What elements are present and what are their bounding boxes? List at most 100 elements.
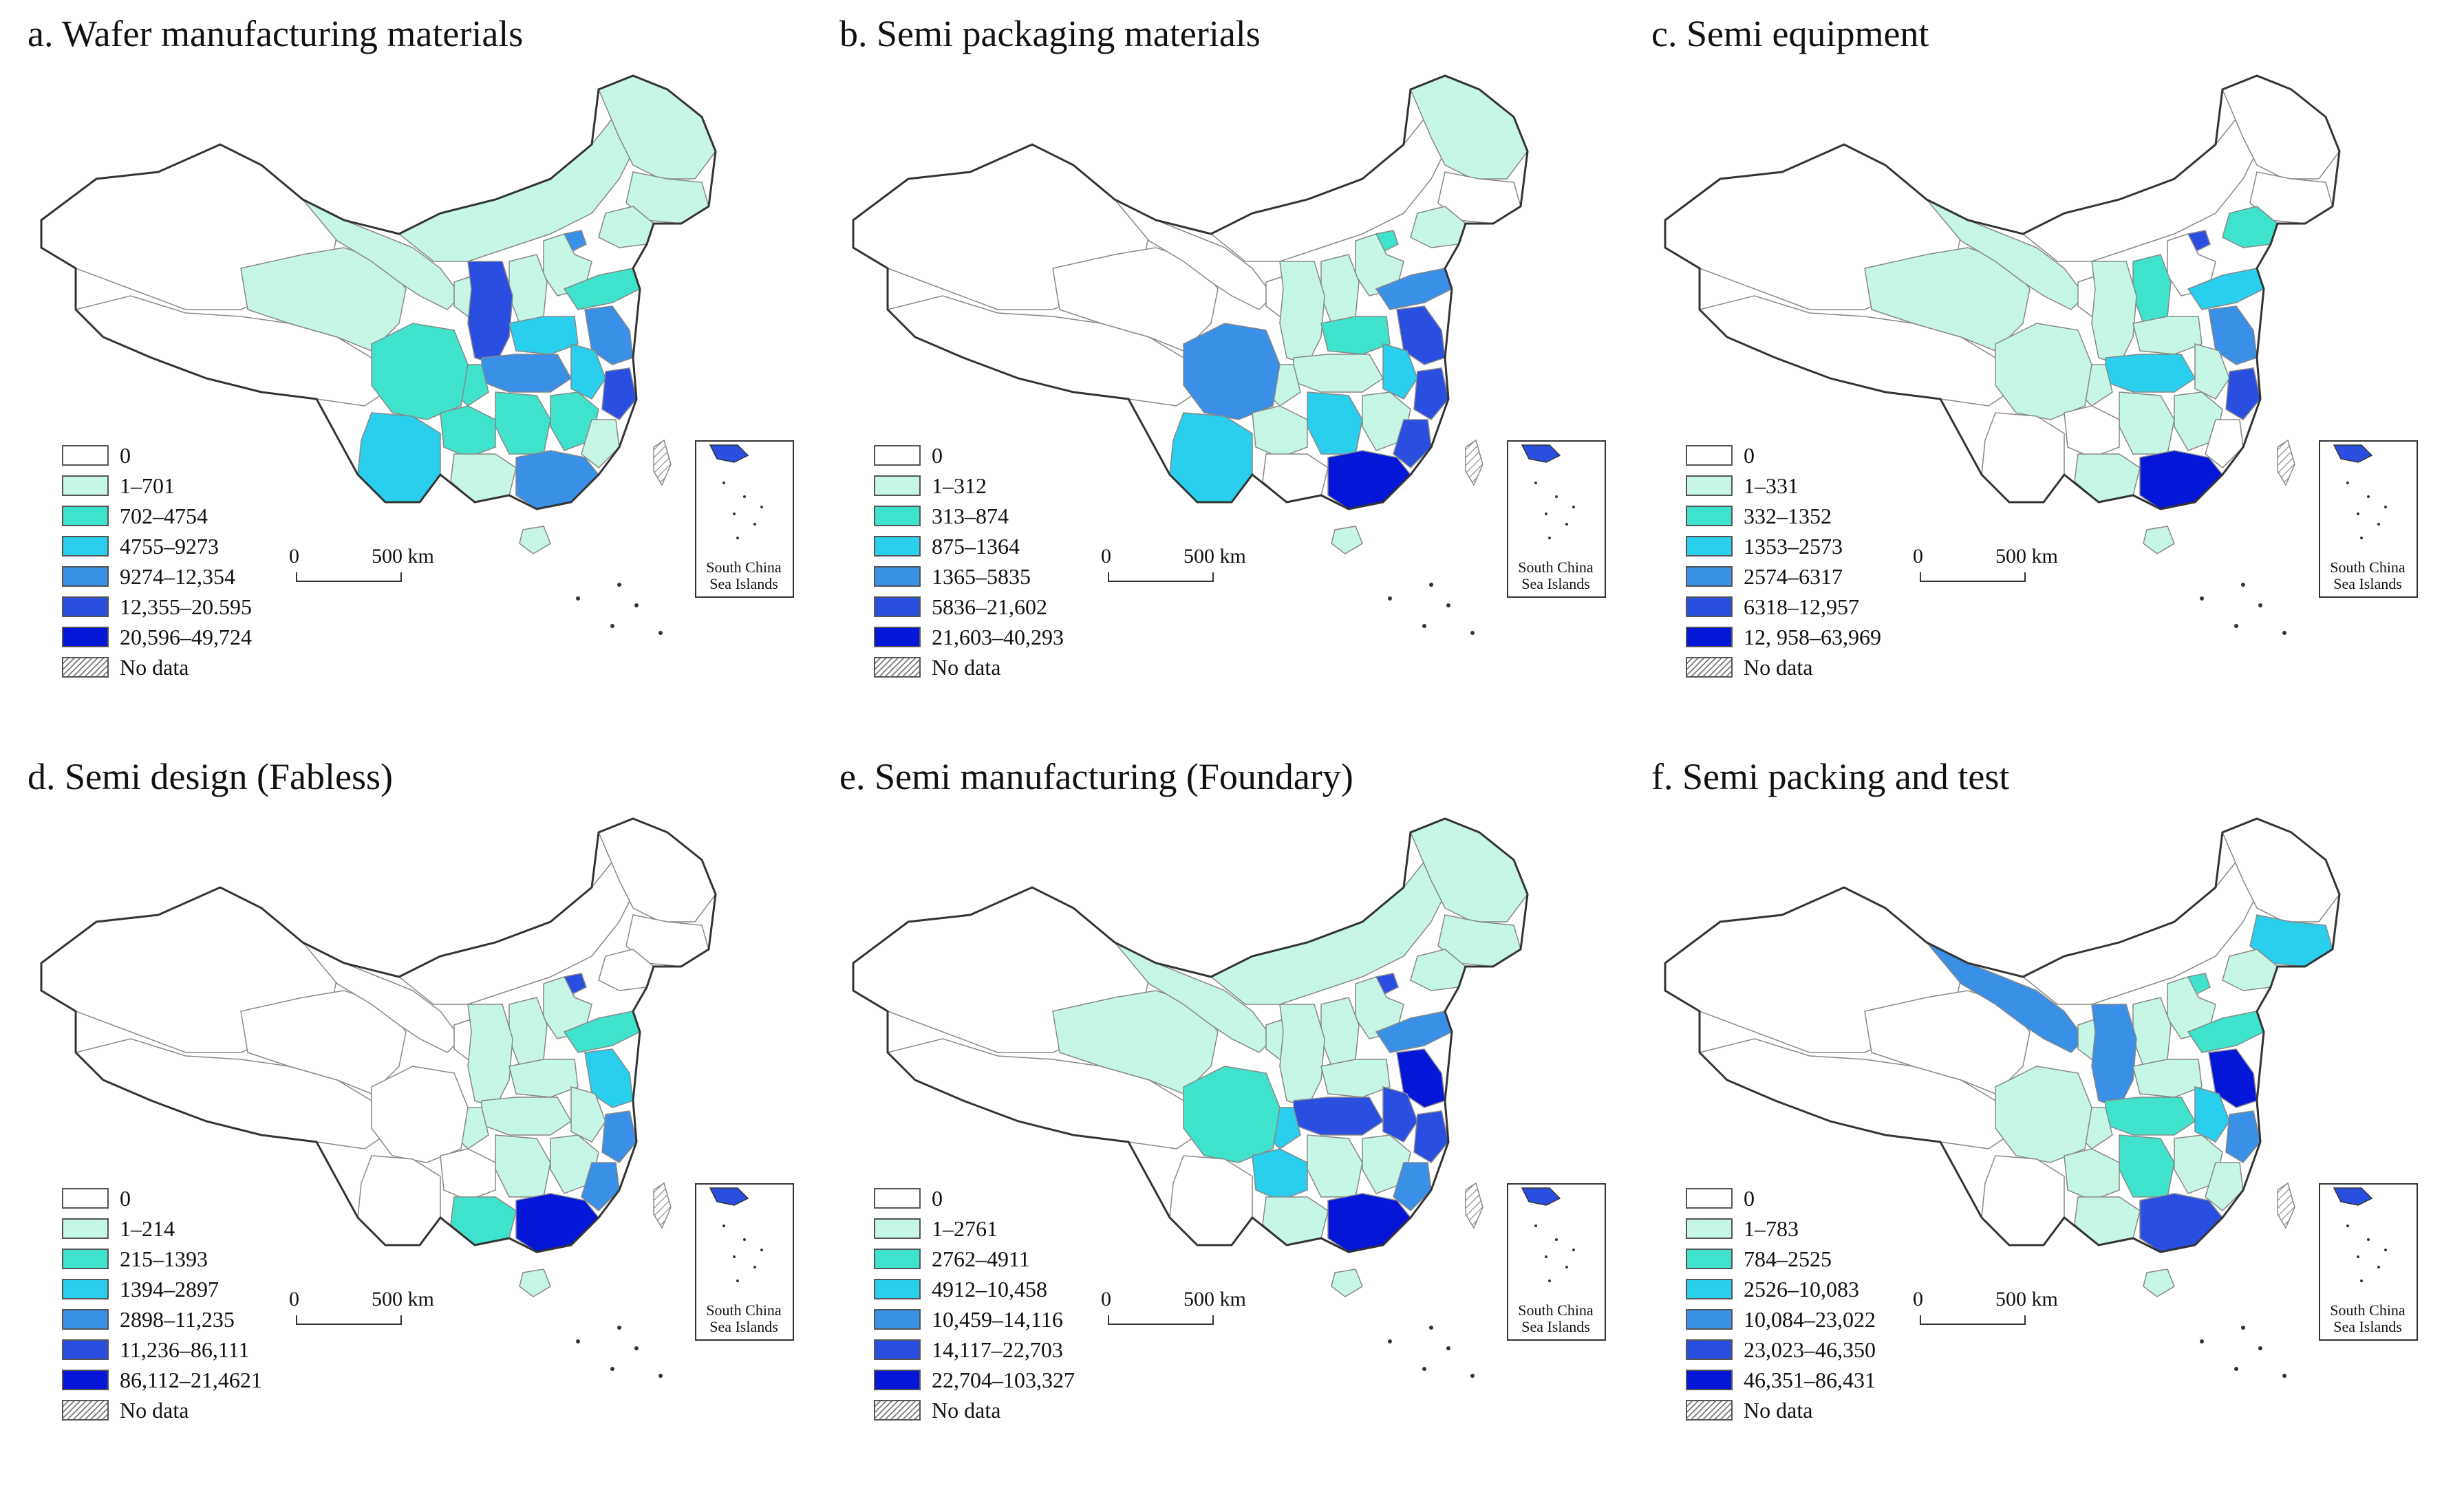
map-legend: 0 1–701 702–4754 4755–9273 9274–12,354 12,355… — [62, 440, 252, 682]
region-sax — [2091, 1004, 2137, 1108]
region-sc — [1183, 323, 1281, 420]
legend-swatch — [62, 536, 109, 557]
region-gd — [515, 450, 600, 510]
legend-item: No data — [62, 652, 252, 682]
legend-label: 702–4754 — [120, 503, 208, 528]
legend-label: 21,603–40,293 — [932, 624, 1064, 649]
region-yn — [357, 1155, 441, 1246]
region-qh — [1052, 990, 1219, 1094]
legend-swatch — [62, 1370, 109, 1390]
legend-label: 332–1352 — [1744, 503, 1832, 528]
inset-island-dot — [733, 1255, 736, 1258]
region-zj — [2225, 367, 2261, 420]
inset-island-dot — [733, 512, 736, 515]
inset-island-dot — [760, 506, 763, 508]
inset-label: South China Sea Islands — [700, 1302, 787, 1335]
panel-title: b. Semi packaging materials — [839, 13, 1261, 54]
region-qh — [240, 247, 407, 352]
region-hub — [2105, 1097, 2196, 1136]
legend-label: 6318–12,957 — [1744, 594, 1859, 619]
legend-item: 313–874 — [874, 501, 1064, 531]
region-hn — [2119, 391, 2175, 455]
legend-swatch — [874, 1309, 921, 1330]
legend-swatch — [62, 1279, 109, 1299]
legend-label: 14,117–22,703 — [932, 1337, 1063, 1362]
legend-item: 10,459–14,116 — [874, 1304, 1075, 1335]
legend-swatch — [874, 1249, 921, 1269]
region-hn — [495, 391, 551, 455]
region-gz — [1252, 405, 1308, 458]
inset-island-dot — [2384, 506, 2387, 508]
scale-bar: 0 500 km — [289, 545, 434, 585]
country-outline — [40, 817, 717, 1253]
inset-map — [1521, 1187, 1575, 1282]
legend-label: No data — [932, 1397, 1001, 1423]
legend-swatch — [874, 1279, 921, 1299]
legend-item: 1–701 — [62, 471, 252, 501]
inset-map — [2333, 444, 2387, 539]
legend-label: No data — [1744, 1397, 1813, 1423]
region-hub — [1293, 354, 1384, 393]
legend-item: 4755–9273 — [62, 531, 252, 561]
region-hi — [2143, 1268, 2175, 1297]
map-legend: 0 1–783 784–2525 2526–10,083 10,084–23,022 23… — [1686, 1183, 1876, 1425]
legend-label: 1394–2897 — [120, 1276, 219, 1302]
legend-item: 6318–12,957 — [1686, 592, 1881, 622]
map-legend: 0 1–2761 2762–4911 4912–10,458 10,459–14,116… — [874, 1183, 1075, 1425]
island-dot — [2234, 1367, 2238, 1371]
legend-label: 0 — [1744, 442, 1755, 468]
legend-label: 9274–12,354 — [120, 563, 235, 589]
legend-label: 0 — [932, 442, 943, 468]
map-panel: f. Semi packing and test 0 1–783 784–2525 25… — [1624, 743, 2436, 1472]
legend-item: 0 — [1686, 1183, 1876, 1213]
scale-bar: 0 500 km — [1101, 545, 1246, 585]
region-hn — [2119, 1134, 2175, 1198]
scale-distance-label: 500 km — [1995, 545, 2058, 568]
region-henan — [1320, 316, 1391, 355]
legend-swatch — [1686, 1309, 1733, 1330]
inset-island-dot — [2357, 1255, 2359, 1258]
scale-zero-label: 0 — [1913, 1288, 1923, 1310]
legend-label: 0 — [120, 442, 131, 468]
region-tw — [653, 439, 672, 486]
region-henan — [2132, 1059, 2203, 1098]
panel-title: f. Semi packing and test — [1651, 756, 2010, 797]
region-gd — [2139, 450, 2224, 510]
inset-label: South China Sea Islands — [1512, 559, 1599, 592]
island-dot — [617, 583, 621, 587]
legend-label: 1–2761 — [932, 1216, 998, 1241]
island-dot — [1388, 1339, 1392, 1343]
map-legend: 0 1–214 215–1393 1394–2897 2898–11,235 11,236… — [62, 1183, 262, 1425]
legend-label: 10,084–23,022 — [1744, 1306, 1876, 1332]
legend-item: 5836–21,602 — [874, 592, 1064, 622]
legend-label: No data — [1744, 654, 1813, 680]
region-henan — [2132, 316, 2203, 355]
legend-swatch — [62, 657, 109, 678]
inset-island-dot — [1555, 495, 1558, 498]
region-yn — [357, 412, 441, 503]
legend-label: 12,355–20.595 — [120, 594, 252, 619]
region-hn — [1307, 391, 1363, 455]
legend-label: 4912–10,458 — [932, 1276, 1047, 1302]
legend-item: No data — [1686, 652, 1881, 682]
island-dot — [610, 624, 614, 628]
inset-island-dot — [2357, 512, 2359, 515]
island-dot — [2200, 596, 2204, 601]
legend-swatch — [1686, 536, 1733, 557]
inset-island-dot — [1565, 523, 1568, 526]
island-dot — [617, 1326, 621, 1330]
inset-label-line: Sea Islands — [2333, 575, 2402, 592]
legend-item: 22,704–103,327 — [874, 1365, 1075, 1395]
island-dot — [1422, 624, 1426, 628]
inset-coast — [709, 444, 749, 463]
map-panel: a. Wafer manufacturing materials 0 1–701 70… — [0, 0, 812, 729]
legend-swatch — [874, 536, 921, 557]
inset-map — [709, 1187, 763, 1282]
region-sc — [1995, 323, 2092, 420]
legend-swatch — [1686, 475, 1733, 496]
inset-island-dot — [2377, 523, 2380, 526]
region-qh — [1864, 990, 2031, 1094]
region-tw — [1465, 1182, 1483, 1229]
region-qh — [1052, 247, 1219, 352]
legend-label: 1–214 — [120, 1216, 175, 1241]
